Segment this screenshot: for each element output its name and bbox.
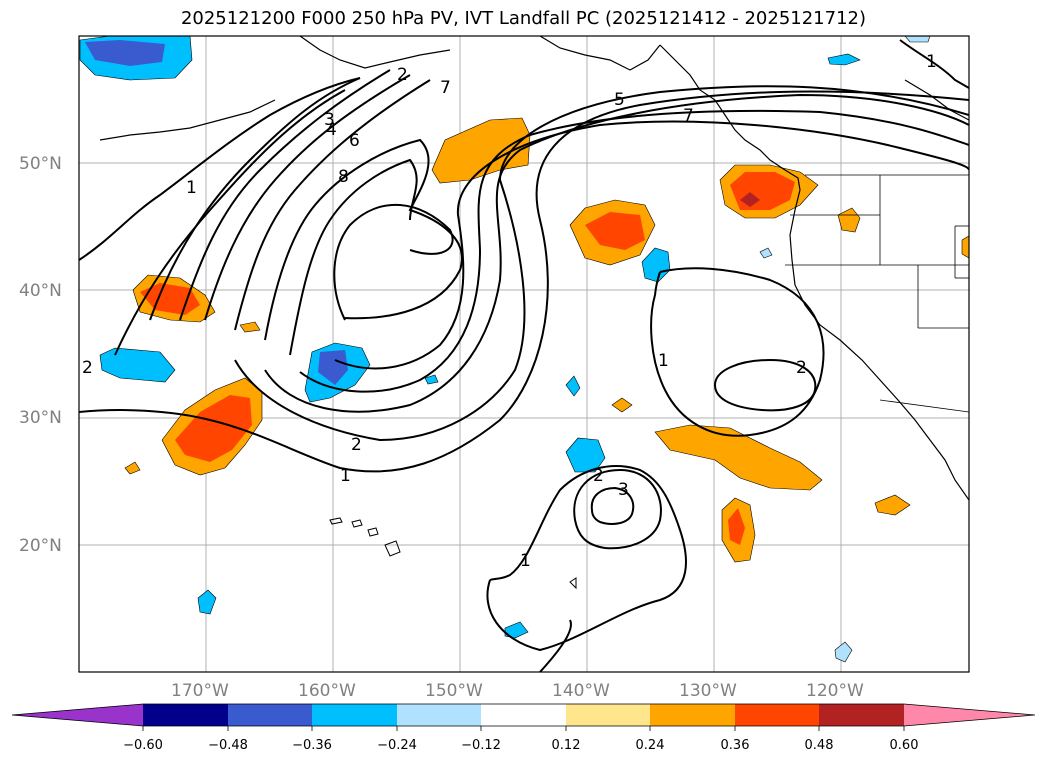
lon-label: 160°W — [298, 681, 356, 701]
ivt-negative-shading — [79, 36, 931, 663]
lat-label: 50°N — [19, 154, 62, 174]
colorbar-tick-label: 0.60 — [890, 738, 919, 753]
colorbar-tick-label: −0.48 — [208, 738, 248, 753]
contour-label: 3 — [324, 110, 335, 130]
contour-label: 1 — [520, 551, 531, 571]
longitude-labels: 170°W 160°W 150°W 140°W 130°W 120°W — [171, 681, 864, 701]
colorbar-segment — [312, 704, 397, 726]
page-title: 2025121200 F000 250 hPa PV, IVT Landfall… — [180, 8, 867, 29]
colorbar-tick-label: −0.60 — [123, 738, 163, 753]
islands — [329, 517, 577, 590]
colorbar-segment — [143, 704, 228, 726]
contour-label: 1 — [340, 466, 351, 486]
pv-contour-labels: 1 2 3 4 5 6 7 8 1 2 1 2 3 1 1 2 7 2 — [82, 52, 937, 571]
contour-label: 2 — [351, 435, 362, 455]
contour-label: 1 — [658, 351, 669, 371]
lon-label: 140°W — [552, 681, 610, 701]
colorbar-tick-label: −0.12 — [461, 738, 501, 753]
colorbar-segment — [650, 704, 735, 726]
lat-label: 40°N — [19, 281, 62, 301]
colorbar-segment — [481, 704, 566, 726]
lon-label: 130°W — [679, 681, 737, 701]
coastlines — [99, 36, 969, 501]
contour-label: 2 — [82, 358, 93, 378]
colorbar-tick-label: 0.24 — [636, 738, 665, 753]
contour-label: 7 — [683, 106, 694, 126]
colorbar-tick-label: −0.24 — [377, 738, 417, 753]
colorbar-segment — [566, 704, 650, 726]
colorbar-extend-low — [12, 704, 143, 726]
lon-label: 170°W — [171, 681, 229, 701]
colorbar-tick-label: 0.48 — [805, 738, 834, 753]
contour-label: 2 — [796, 358, 807, 378]
colorbar-segment — [228, 704, 312, 726]
colorbar-segment — [397, 704, 481, 726]
contour-label: 5 — [614, 90, 625, 110]
contour-label: 1 — [926, 52, 937, 72]
contour-label: 6 — [349, 131, 360, 151]
contour-label: 2 — [397, 65, 408, 85]
contour-label: 4 — [326, 120, 337, 140]
contour-label: 7 — [440, 78, 451, 98]
colorbar-tick-label: 0.12 — [552, 738, 581, 753]
pv-contours — [79, 39, 969, 672]
lat-label: 20°N — [19, 536, 62, 556]
colorbar: −0.60 −0.48 −0.36 −0.24 −0.12 0.12 0.24 … — [11, 703, 1036, 753]
contour-label: 2 — [593, 466, 604, 486]
colorbar-tick-label: −0.36 — [292, 738, 332, 753]
borders — [785, 174, 969, 413]
colorbar-segment — [735, 704, 819, 726]
colorbar-segment — [819, 704, 904, 726]
lat-label: 30°N — [19, 408, 62, 428]
lon-label: 120°W — [806, 681, 864, 701]
map-frame — [78, 35, 970, 673]
colorbar-extend-high — [904, 704, 1035, 726]
contour-label: 1 — [186, 178, 197, 198]
latitude-labels: 50°N 40°N 30°N 20°N — [19, 154, 62, 556]
colorbar-tick-label: 0.36 — [721, 738, 750, 753]
contour-label: 8 — [338, 167, 349, 187]
contour-label: 3 — [618, 480, 629, 500]
lon-label: 150°W — [425, 681, 483, 701]
